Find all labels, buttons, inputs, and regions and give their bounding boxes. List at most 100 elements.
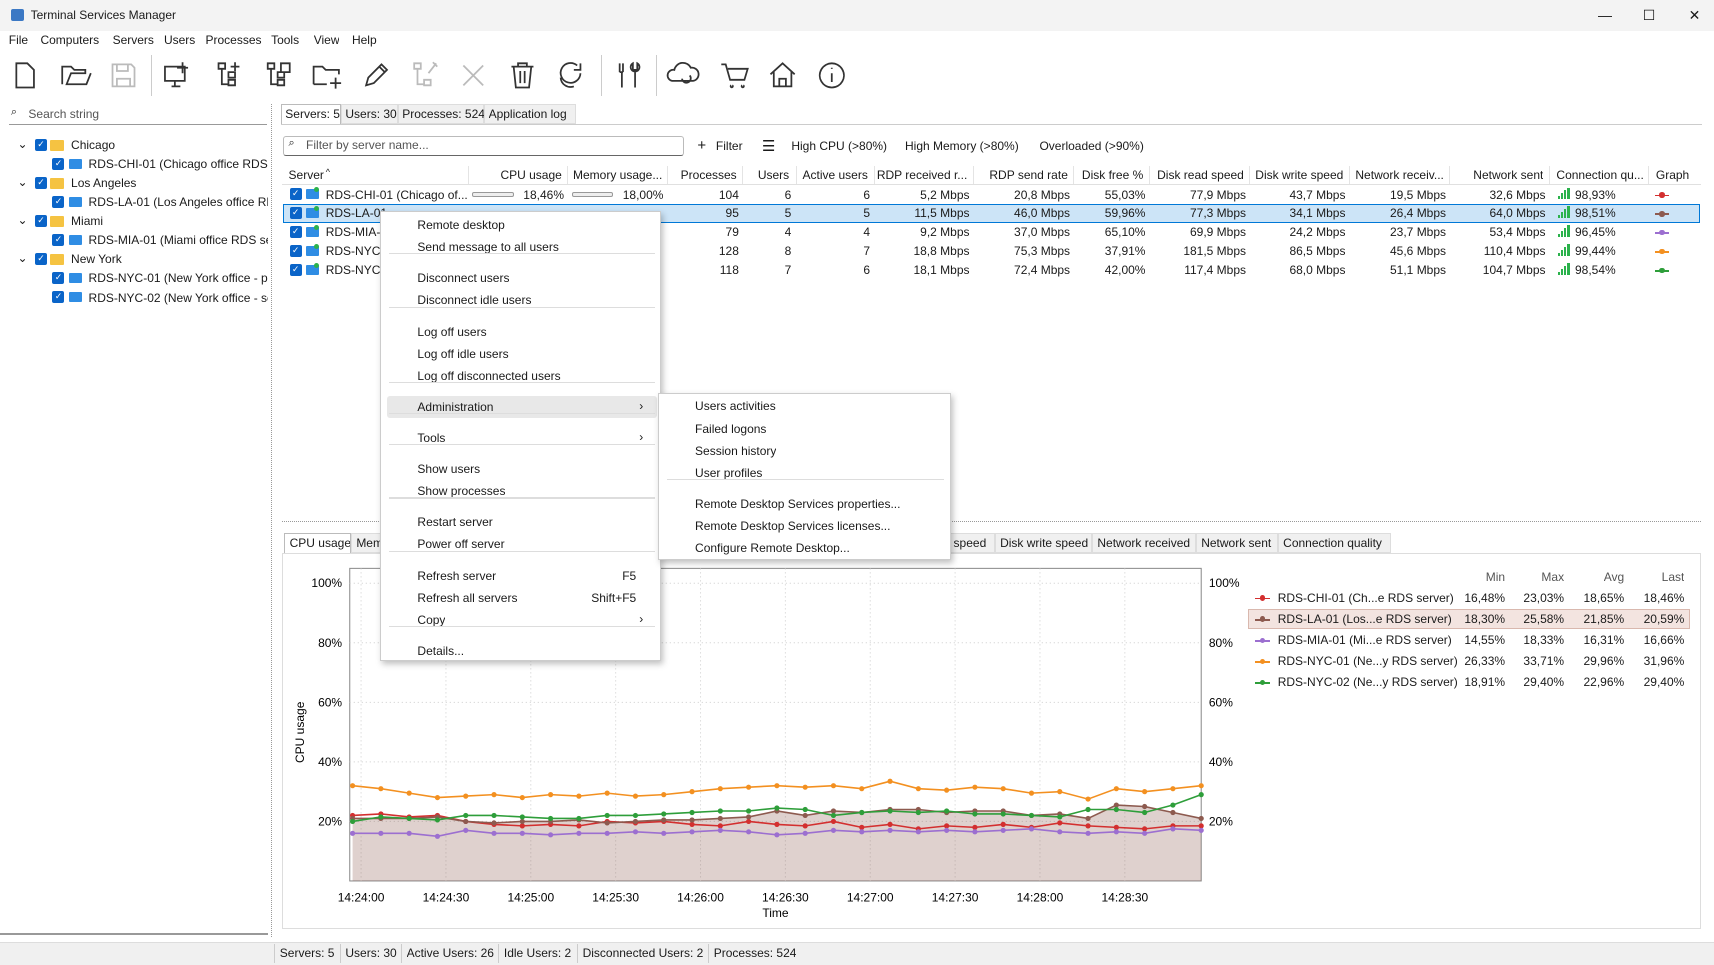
filter-menu[interactable]: ☰ (761, 138, 776, 156)
menu-item[interactable]: Log off disconnected users (417, 368, 561, 383)
window-button[interactable]: — (1597, 7, 1612, 24)
expand-arrow[interactable]: ⌄ (17, 213, 28, 228)
filter-preset[interactable]: Overloaded (>90%) (1039, 139, 1144, 154)
tree-server[interactable]: RDS-CHI-01 (Chicago office RDS server) (88, 157, 268, 172)
column-header[interactable]: Disk free % (1081, 167, 1144, 182)
column-header[interactable]: Disk write speed (1255, 167, 1344, 182)
chart-tab[interactable] (994, 533, 1092, 554)
checkbox[interactable]: ✓ (52, 271, 65, 284)
menu-item[interactable]: File (8, 33, 29, 48)
submenu-item[interactable]: Session history (695, 443, 777, 458)
filter-preset[interactable]: High Memory (>80%) (905, 139, 1019, 154)
window-button[interactable]: ☐ (1642, 7, 1656, 24)
menu-item[interactable]: Remote desktop (417, 218, 505, 233)
menu-item[interactable]: Disconnect users (417, 271, 510, 286)
toolbar-button[interactable] (111, 63, 136, 88)
checkbox[interactable]: ✓ (52, 233, 65, 246)
tab[interactable] (397, 103, 485, 124)
toolbar-button[interactable] (462, 64, 484, 86)
toolbar-button[interactable] (266, 62, 291, 87)
checkbox[interactable]: ✓ (34, 252, 47, 265)
row-checkbox[interactable]: ✓ (289, 244, 302, 257)
menu-item[interactable]: Send message to all users (417, 240, 559, 255)
chart-tab-label[interactable]: Disk write speed (1000, 536, 1089, 551)
menu-item[interactable]: Computers (40, 33, 100, 48)
menu-item[interactable]: Disconnect idle users (417, 293, 532, 308)
chart-tab-label[interactable]: Connection quality (1283, 536, 1382, 551)
column-header[interactable]: CPU usage (500, 167, 562, 182)
menu-item[interactable]: Refresh all servers (417, 590, 518, 605)
filter-preset[interactable]: High CPU (>80%) (791, 139, 888, 154)
toolbar-button[interactable] (61, 65, 92, 86)
toolbar-button[interactable] (818, 62, 845, 89)
column-header[interactable]: RDP received r... (876, 167, 968, 182)
column-header[interactable]: Server (288, 167, 324, 182)
tree-group[interactable]: Los Angeles (71, 176, 137, 191)
column-header[interactable]: Active users (802, 167, 868, 182)
row-checkbox[interactable]: ✓ (289, 263, 302, 276)
toolbar-button[interactable] (769, 62, 796, 88)
menu-item[interactable]: Processes (205, 33, 262, 48)
row-checkbox[interactable]: ✓ (289, 206, 302, 219)
submenu-item[interactable]: Remote Desktop Services properties... (695, 497, 901, 512)
toolbar-button[interactable] (15, 62, 35, 89)
toolbar-button[interactable] (217, 62, 240, 87)
filter-button[interactable]: Filter (715, 139, 743, 154)
tab-label[interactable]: Users: 30 (345, 106, 397, 121)
menu-item[interactable]: Power off server (417, 537, 505, 552)
column-header[interactable]: Network receiv... (1355, 167, 1444, 182)
tree-server[interactable]: RDS-NYC-02 (New York office - secondary) (88, 290, 268, 305)
checkbox[interactable]: ✓ (52, 290, 65, 303)
menu-item[interactable]: Copy (417, 612, 446, 627)
tab[interactable] (341, 103, 398, 124)
column-header[interactable]: Graph (1655, 167, 1690, 182)
tree-server[interactable]: RDS-NYC-01 (New York office - primary) (88, 271, 268, 286)
checkbox[interactable]: ✓ (34, 214, 47, 227)
chart-tab[interactable] (284, 533, 351, 554)
toolbar-button[interactable] (618, 61, 641, 88)
menu-item[interactable]: Tools (271, 33, 300, 48)
column-header[interactable]: Disk read speed (1157, 167, 1244, 182)
submenu-item[interactable]: User profiles (695, 465, 763, 480)
toolbar-button[interactable] (721, 63, 749, 89)
submenu-item[interactable]: Configure Remote Desktop... (695, 541, 850, 556)
column-header[interactable]: Connection qu... (1556, 167, 1644, 182)
toolbar-button[interactable] (164, 62, 189, 88)
checkbox[interactable]: ✓ (52, 157, 65, 170)
menu-item[interactable]: View (313, 33, 340, 48)
tree-server[interactable]: RDS-MIA-01 (Miami office RDS server) (88, 233, 268, 248)
checkbox[interactable]: ✓ (34, 138, 47, 151)
menu-item[interactable]: Show processes (417, 484, 506, 499)
menu-item[interactable]: Tools (417, 430, 446, 445)
tab-label[interactable]: Servers: 5 (285, 106, 340, 121)
column-header[interactable]: Users (757, 167, 790, 182)
tab-label[interactable]: Application log (488, 106, 567, 121)
checkbox[interactable]: ✓ (52, 195, 65, 208)
row-checkbox[interactable]: ✓ (289, 187, 302, 200)
search-input[interactable]: Search string (28, 106, 100, 121)
menu-item[interactable]: Help (351, 33, 377, 48)
submenu-item[interactable]: Failed logons (695, 421, 767, 436)
toolbar-button[interactable] (559, 62, 582, 88)
toolbar-button[interactable] (413, 61, 438, 87)
menu-item[interactable]: Servers (112, 33, 154, 48)
menu-item[interactable]: Log off idle users (417, 346, 509, 361)
window-button[interactable]: ✕ (1688, 7, 1701, 24)
menu-item[interactable]: Show users (417, 462, 481, 477)
submenu-item[interactable]: Users activities (695, 399, 776, 414)
chart-tab-label[interactable]: Network received (1097, 536, 1191, 551)
submenu-item[interactable]: Remote Desktop Services licenses... (695, 519, 891, 534)
chart-tab[interactable] (1195, 533, 1278, 554)
toolbar-button[interactable] (312, 65, 342, 89)
menu-item[interactable]: Details... (417, 643, 465, 658)
chart-tab-label[interactable]: CPU usage (289, 536, 350, 551)
column-header[interactable]: Memory usage... (572, 167, 663, 182)
toolbar-button[interactable] (364, 63, 389, 87)
chart-tab[interactable] (1091, 533, 1196, 554)
expand-arrow[interactable]: ⌄ (17, 251, 28, 266)
column-header[interactable]: RDP send rate (989, 167, 1068, 182)
column-header[interactable]: Processes (680, 167, 737, 182)
menu-item[interactable]: Restart server (417, 515, 493, 530)
expand-arrow[interactable]: ⌄ (17, 175, 28, 190)
menu-item[interactable]: Log off users (417, 324, 487, 339)
